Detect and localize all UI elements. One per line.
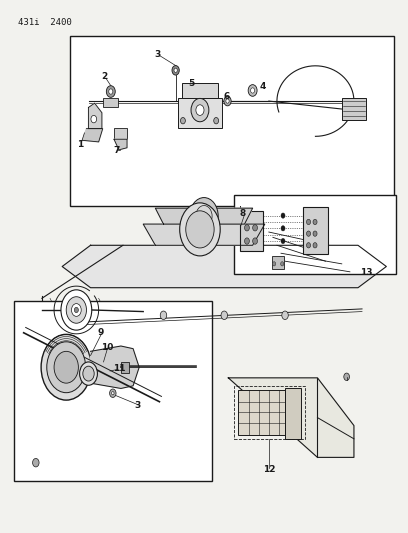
Text: 5: 5 (189, 79, 195, 88)
Circle shape (248, 85, 257, 96)
Circle shape (224, 96, 231, 106)
Circle shape (172, 66, 179, 75)
Text: 6: 6 (223, 92, 229, 101)
Circle shape (306, 231, 310, 236)
Circle shape (186, 211, 214, 248)
Polygon shape (155, 208, 253, 224)
Circle shape (196, 105, 204, 115)
Text: 10: 10 (100, 343, 113, 352)
Circle shape (214, 117, 219, 124)
Text: 12: 12 (263, 465, 275, 474)
Bar (70, 36, 395, 206)
Circle shape (244, 238, 249, 244)
Circle shape (47, 342, 86, 393)
Bar (303, 207, 328, 254)
Circle shape (80, 362, 98, 385)
Circle shape (180, 203, 220, 256)
Circle shape (191, 99, 209, 122)
Bar (342, 99, 366, 119)
Circle shape (306, 243, 310, 248)
Circle shape (281, 262, 284, 266)
Polygon shape (82, 128, 103, 142)
Circle shape (273, 262, 276, 266)
Circle shape (110, 389, 116, 398)
Circle shape (160, 311, 167, 319)
Text: 11: 11 (113, 364, 125, 373)
Circle shape (251, 88, 255, 93)
Circle shape (244, 224, 249, 231)
Text: 9: 9 (98, 328, 104, 337)
Text: 7: 7 (114, 147, 120, 156)
Bar (234, 195, 397, 274)
Bar (103, 98, 118, 108)
Circle shape (221, 311, 228, 319)
Bar (238, 390, 285, 434)
Polygon shape (62, 245, 386, 288)
Polygon shape (114, 139, 127, 150)
Circle shape (174, 68, 177, 72)
Circle shape (313, 231, 317, 236)
Circle shape (61, 290, 92, 330)
Circle shape (41, 334, 91, 400)
Bar (272, 256, 284, 269)
Circle shape (190, 198, 218, 235)
Circle shape (226, 99, 229, 103)
Circle shape (33, 458, 39, 467)
Bar (285, 389, 301, 439)
Bar (234, 386, 305, 439)
Circle shape (281, 238, 285, 244)
Polygon shape (89, 103, 102, 128)
Bar (114, 127, 127, 139)
Bar (240, 211, 263, 251)
Bar (177, 99, 222, 127)
Circle shape (109, 89, 113, 94)
Circle shape (112, 392, 114, 395)
Circle shape (74, 308, 78, 313)
Text: 1: 1 (77, 140, 84, 149)
Text: 3: 3 (154, 50, 160, 59)
Circle shape (196, 206, 212, 227)
Circle shape (71, 304, 81, 317)
Circle shape (54, 351, 78, 383)
Circle shape (66, 297, 86, 323)
Circle shape (281, 225, 285, 231)
Text: 2: 2 (102, 72, 108, 81)
Text: 8: 8 (239, 209, 246, 218)
Bar (121, 362, 129, 373)
Bar (13, 301, 212, 481)
Text: 3: 3 (134, 401, 140, 410)
Circle shape (313, 219, 317, 224)
Text: 13: 13 (360, 268, 373, 277)
Circle shape (106, 86, 115, 98)
Circle shape (281, 213, 285, 218)
Text: 431i  2400: 431i 2400 (18, 18, 71, 27)
Circle shape (253, 238, 257, 244)
Circle shape (282, 311, 288, 319)
Polygon shape (228, 378, 354, 457)
Circle shape (180, 117, 185, 124)
Circle shape (306, 219, 310, 224)
Circle shape (91, 115, 97, 123)
Circle shape (344, 373, 350, 381)
Polygon shape (91, 346, 139, 389)
Circle shape (253, 224, 257, 231)
Bar (182, 83, 218, 99)
Circle shape (83, 366, 94, 381)
Circle shape (313, 243, 317, 248)
Polygon shape (143, 224, 265, 245)
Text: 4: 4 (259, 82, 266, 91)
